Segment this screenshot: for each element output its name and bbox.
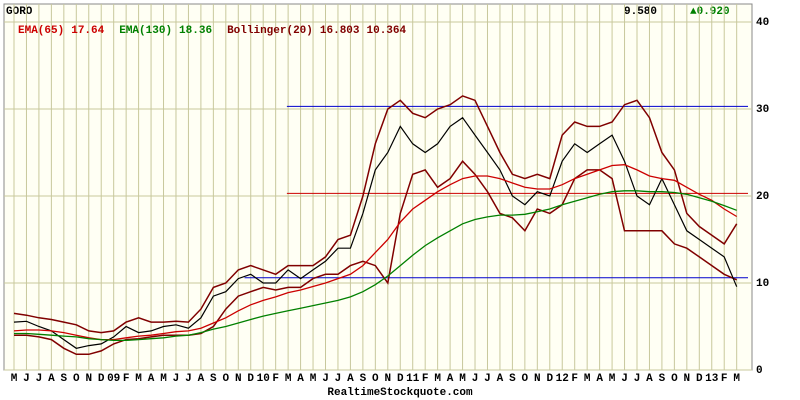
y-tick-label: 40 <box>756 17 769 29</box>
x-tick-label: D <box>546 373 553 385</box>
legend-label: EMA(130) <box>119 25 172 37</box>
x-tick-label: A <box>447 373 454 385</box>
x-tick-label: N <box>85 373 92 385</box>
y-tick-label: 10 <box>756 278 769 290</box>
legend-value: 17.64 <box>71 25 104 37</box>
legend-value: 18.36 <box>179 25 212 37</box>
series-line <box>13 164 738 341</box>
x-tick-label: M <box>285 373 292 385</box>
x-tick-label: A <box>297 373 304 385</box>
x-tick-label: 13 <box>705 373 719 385</box>
plot-area <box>3 3 753 371</box>
x-tick-label: M <box>160 373 167 385</box>
x-tick-label: 12 <box>556 373 569 385</box>
legend-value: 10.364 <box>367 25 407 37</box>
x-tick-label: M <box>11 373 18 385</box>
x-tick-label: J <box>23 373 30 385</box>
x-tick-label: O <box>522 373 529 385</box>
x-tick-label: J <box>472 373 479 385</box>
x-tick-label: J <box>621 373 628 385</box>
x-tick-label: M <box>609 373 616 385</box>
x-tick-label: A <box>198 373 205 385</box>
x-tick-label: J <box>322 373 329 385</box>
last-price: 9.580 <box>624 6 657 18</box>
footer: RealtimeStockquote.com <box>327 387 473 399</box>
x-tick-label: A <box>347 373 354 385</box>
x-tick-label: F <box>571 373 578 385</box>
x-tick-label: J <box>173 373 180 385</box>
x-tick-label: D <box>98 373 105 385</box>
x-tick-label: F <box>123 373 130 385</box>
x-tick-label: N <box>384 373 391 385</box>
x-tick-label: O <box>372 373 379 385</box>
x-tick-label: N <box>235 373 242 385</box>
x-tick-label: S <box>509 373 516 385</box>
x-tick-label: O <box>223 373 230 385</box>
x-tick-label: J <box>335 373 342 385</box>
symbol: GORO <box>6 6 33 18</box>
price-change: ▲0.920 <box>690 6 730 18</box>
legend-label: Bollinger(20) <box>227 25 313 37</box>
x-tick-label: O <box>671 373 678 385</box>
bollinger-band <box>13 95 738 334</box>
x-tick-label: O <box>73 373 80 385</box>
x-tick-label: S <box>61 373 68 385</box>
x-tick-label: M <box>135 373 142 385</box>
x-tick-label: M <box>459 373 466 385</box>
x-tick-label: 10 <box>257 373 270 385</box>
x-tick-label: J <box>634 373 641 385</box>
x-tick-label: A <box>148 373 155 385</box>
x-tick-label: A <box>646 373 653 385</box>
x-tick-label: J <box>36 373 43 385</box>
bollinger-band <box>14 160 738 356</box>
x-tick-label: J <box>484 373 491 385</box>
x-tick-label: D <box>397 373 404 385</box>
x-tick-label: A <box>48 373 55 385</box>
x-tick-label: S <box>659 373 666 385</box>
x-tick-label: M <box>733 373 740 385</box>
y-tick-label: 20 <box>756 191 769 203</box>
x-tick-label: 11 <box>406 373 420 385</box>
x-tick-label: M <box>310 373 317 385</box>
x-tick-label: J <box>185 373 192 385</box>
legend-label: EMA(65) <box>18 25 64 37</box>
x-tick-label: D <box>696 373 703 385</box>
x-tick-label: A <box>497 373 504 385</box>
x-tick-label: M <box>434 373 441 385</box>
x-tick-label: M <box>584 373 591 385</box>
x-tick-label: 09 <box>107 373 120 385</box>
x-tick-label: F <box>272 373 279 385</box>
x-tick-label: N <box>534 373 541 385</box>
y-tick-label: 30 <box>756 104 769 116</box>
x-tick-label: A <box>596 373 603 385</box>
x-tick-label: D <box>247 373 254 385</box>
x-tick-label: N <box>684 373 691 385</box>
series-line <box>13 116 738 349</box>
y-tick-label: 0 <box>756 365 763 377</box>
x-tick-label: F <box>422 373 429 385</box>
x-tick-label: S <box>360 373 367 385</box>
legend-value: 16.803 <box>320 25 360 37</box>
series-line <box>14 190 737 342</box>
x-tick-label: F <box>721 373 728 385</box>
x-tick-label: S <box>210 373 217 385</box>
